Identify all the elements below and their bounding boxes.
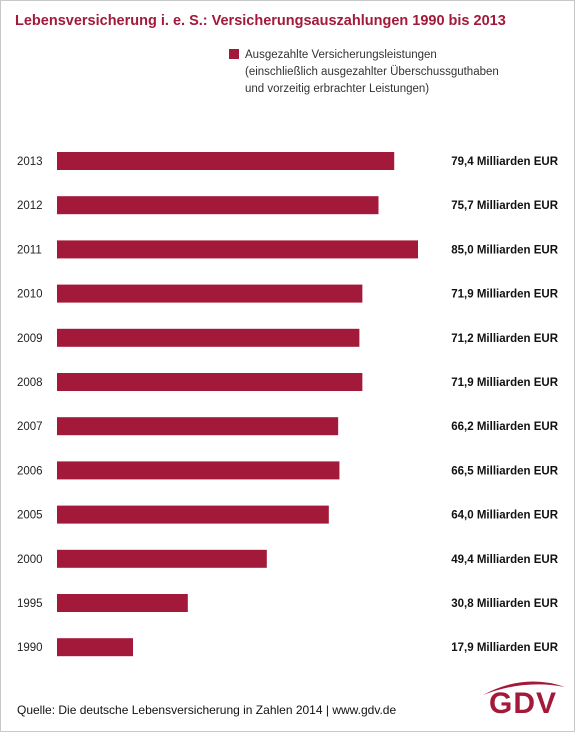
bar — [57, 284, 363, 303]
bar — [57, 417, 339, 436]
bar-chart: 2013 79,4 Milliarden EUR 2012 75,7 Milliard… — [17, 152, 559, 657]
value-label: 30,8 Milliarden EUR — [451, 598, 558, 610]
value-label: 79,4 Milliarden EUR — [451, 156, 558, 168]
category-label: 1990 — [17, 642, 43, 654]
bar — [57, 505, 329, 524]
bar — [57, 373, 363, 391]
value-label: 49,4 Milliarden EUR — [451, 554, 558, 566]
category-label: 2010 — [17, 289, 43, 301]
category-label: 2011 — [17, 244, 42, 256]
bar — [57, 328, 360, 347]
bar — [57, 196, 379, 215]
category-label: 2013 — [17, 156, 43, 168]
bar — [57, 594, 188, 612]
bar — [57, 638, 134, 657]
legend: Ausgezahlte Versicherungsleistungen (ein… — [229, 47, 559, 98]
bar — [57, 240, 418, 259]
category-label: 2005 — [17, 510, 43, 522]
value-label: 17,9 Milliarden EUR — [451, 642, 558, 654]
value-label: 71,9 Milliarden EUR — [451, 289, 558, 301]
category-label: 2009 — [17, 333, 43, 345]
value-label: 71,2 Milliarden EUR — [451, 333, 558, 345]
category-label: 1995 — [17, 598, 43, 610]
source-note: Quelle: Die deutsche Lebensversicherung … — [17, 703, 397, 717]
legend-swatch — [229, 49, 239, 59]
value-label: 71,9 Milliarden EUR — [451, 377, 558, 389]
value-label: 75,7 Milliarden EUR — [451, 200, 558, 212]
value-label: 64,0 Milliarden EUR — [451, 510, 558, 522]
logo-text: GDV — [489, 687, 558, 720]
category-label: 2012 — [17, 200, 43, 212]
chart-title: Lebensversicherung i. e. S.: Versicherun… — [15, 13, 506, 29]
value-label: 85,0 Milliarden EUR — [451, 244, 558, 256]
category-label: 2008 — [17, 377, 43, 389]
gdv-logo: GDV — [479, 673, 569, 723]
bar — [57, 461, 340, 480]
category-label: 2000 — [17, 554, 43, 566]
legend-entry: Ausgezahlte Versicherungsleistungen (ein… — [245, 49, 499, 95]
category-label: 2006 — [17, 465, 43, 477]
logo-swoosh-icon — [483, 681, 565, 695]
value-label: 66,2 Milliarden EUR — [451, 421, 558, 433]
category-label: 2007 — [17, 421, 43, 433]
bar — [57, 152, 395, 170]
value-label: 66,5 Milliarden EUR — [451, 465, 558, 477]
bar — [57, 549, 267, 568]
